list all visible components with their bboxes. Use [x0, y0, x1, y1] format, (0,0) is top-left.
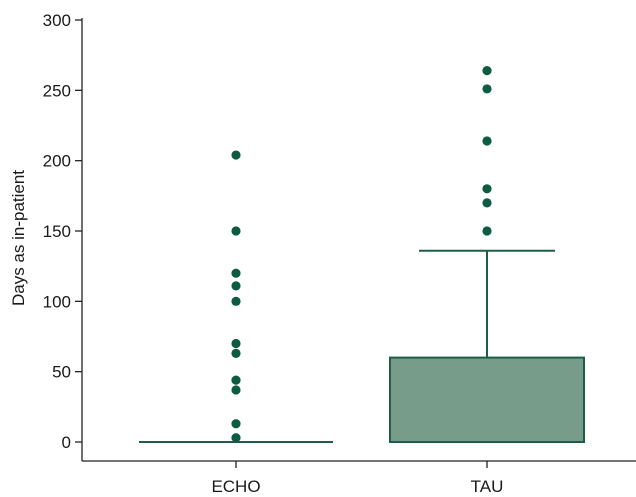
- outlier-point: [231, 296, 241, 306]
- outlier-point: [231, 419, 241, 429]
- outlier-point: [231, 281, 241, 291]
- outlier-point: [231, 150, 241, 160]
- y-tick-label: 0: [62, 433, 71, 452]
- outlier-point: [231, 375, 241, 385]
- y-tick-label: 100: [43, 292, 71, 311]
- plot-area: [139, 66, 585, 444]
- y-tick-label: 200: [43, 152, 71, 171]
- outlier-point: [231, 338, 241, 349]
- y-tick-label: 300: [43, 11, 71, 30]
- x-tick-label: TAU: [471, 477, 504, 496]
- box-iqr: [389, 356, 585, 444]
- y-tick-label: 50: [52, 363, 71, 382]
- outlier-point: [231, 433, 241, 443]
- y-tick-label: 150: [43, 222, 71, 241]
- outlier-point: [482, 66, 492, 76]
- x-axis: ECHO TAU: [82, 460, 636, 496]
- outlier-point: [482, 184, 492, 194]
- y-axis-title: Days as in-patient: [9, 170, 28, 306]
- outlier-point: [231, 268, 241, 278]
- outlier-point: [482, 136, 492, 146]
- y-axis: 0 50 100 150 200 250 300: [43, 11, 83, 461]
- box-group-tau: [389, 66, 585, 444]
- outlier-point: [482, 198, 492, 208]
- outlier-point: [482, 84, 492, 94]
- outlier-point: [482, 226, 492, 236]
- y-tick-label: 250: [43, 81, 71, 100]
- outlier-point: [231, 348, 241, 358]
- outlier-point: [231, 226, 241, 236]
- box-group-echo: [139, 150, 333, 443]
- x-tick-label: ECHO: [211, 477, 260, 496]
- outlier-point: [231, 385, 241, 395]
